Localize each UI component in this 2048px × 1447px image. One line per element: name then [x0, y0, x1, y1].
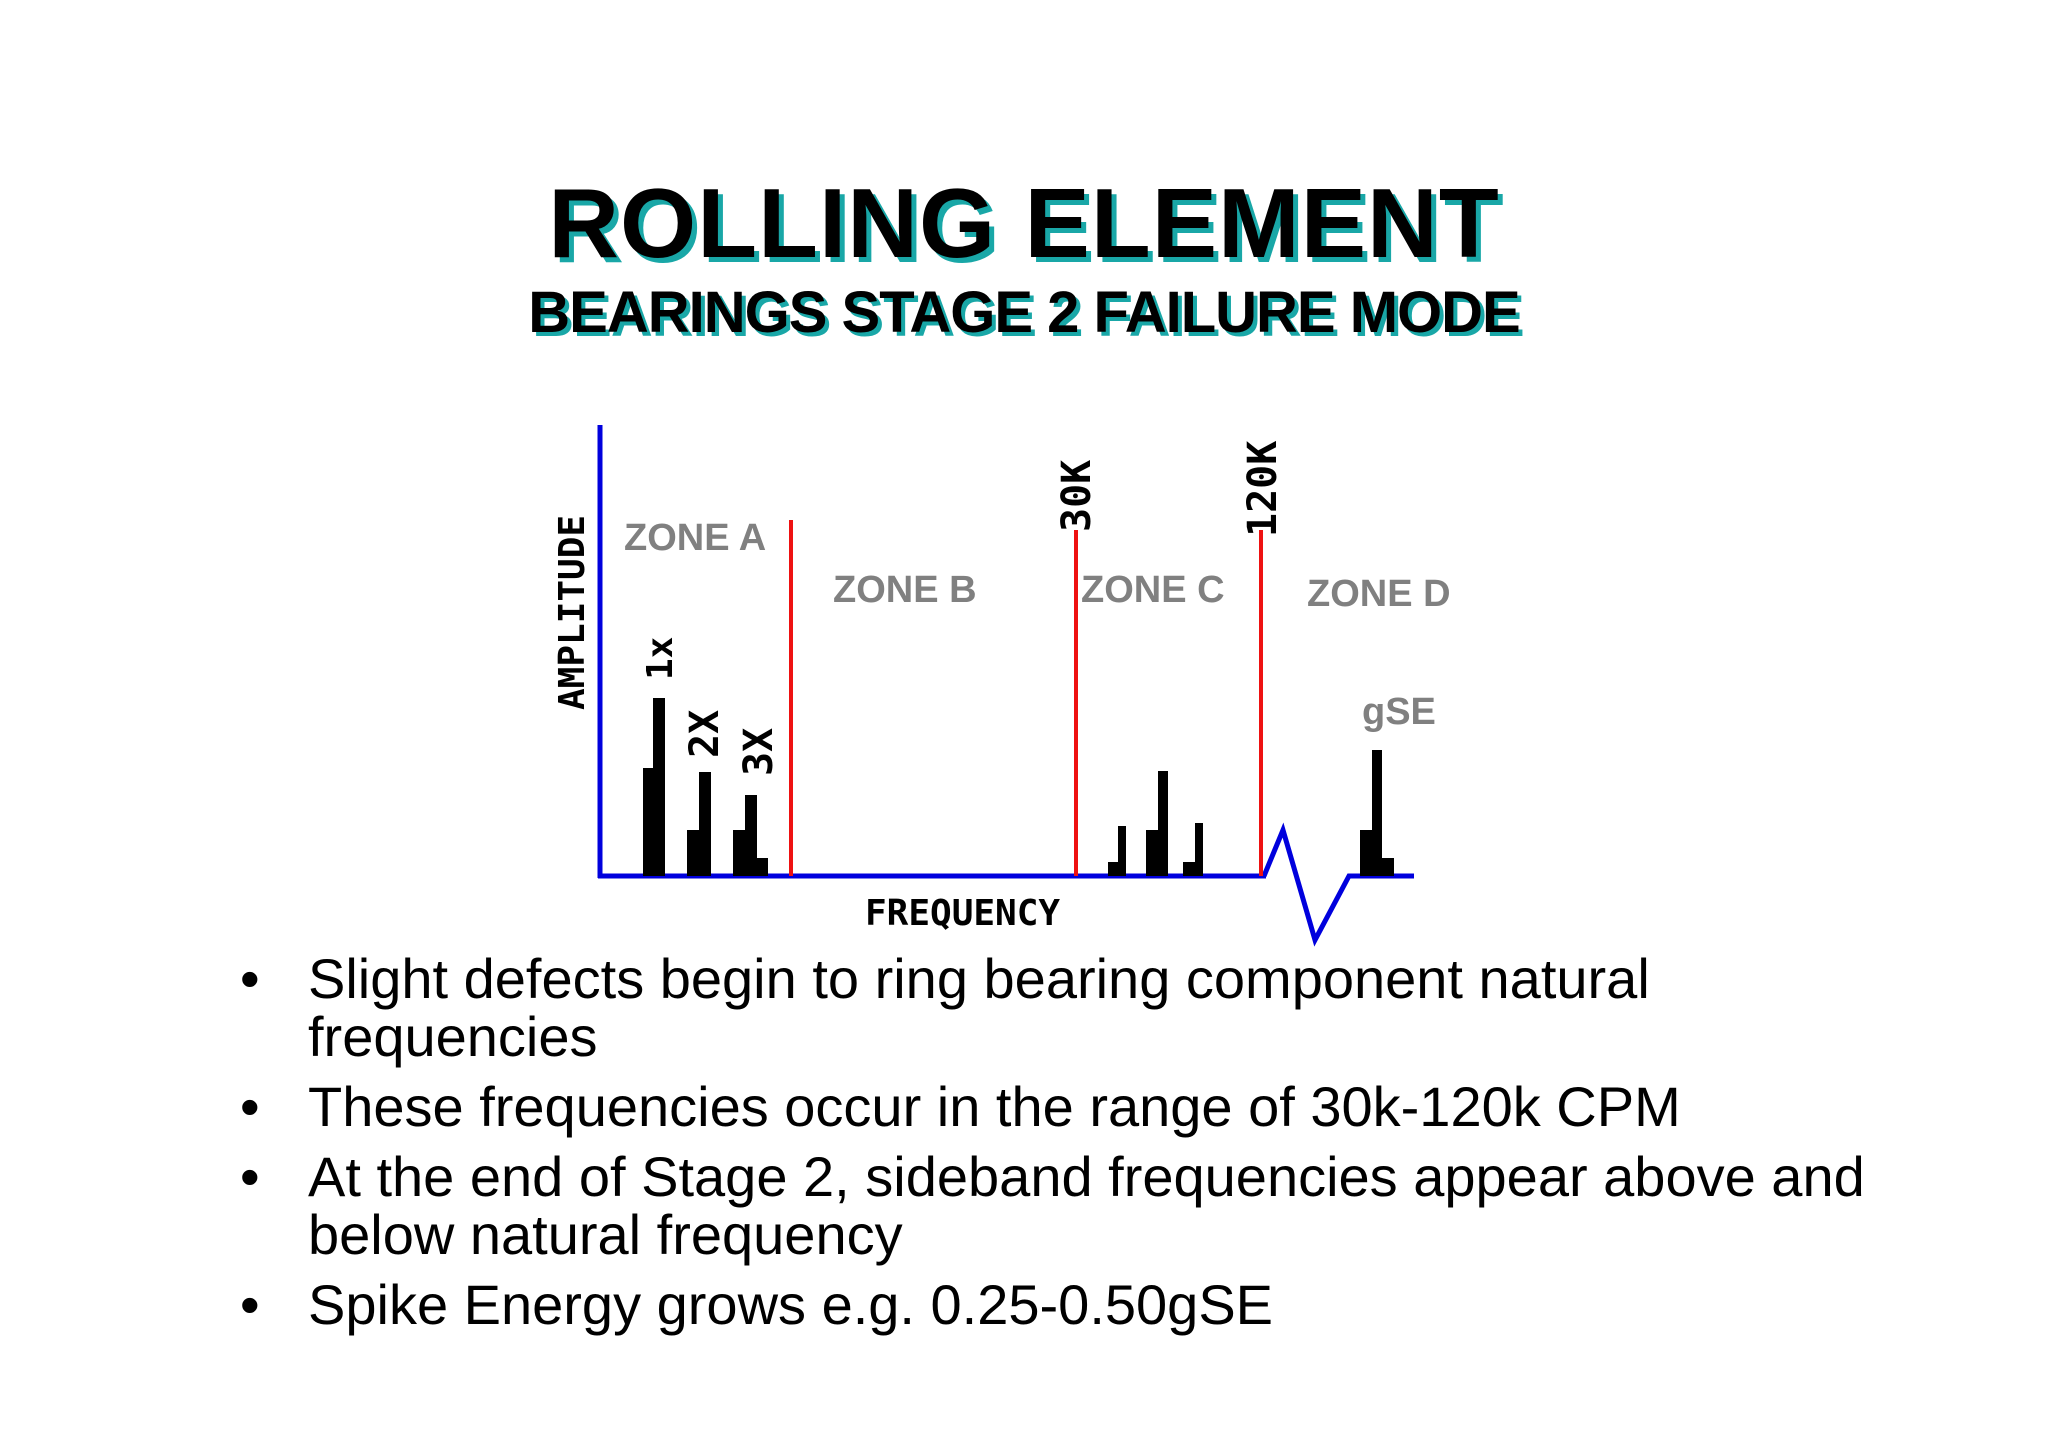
label-3x: 3X	[736, 728, 782, 776]
bullet-text: Slight defects begin to ring bearing com…	[308, 947, 1650, 1068]
gse-peak-side	[1382, 858, 1394, 876]
label-120k: 120K	[1240, 441, 1286, 537]
zone-c-label: ZONE C	[1081, 569, 1225, 611]
zone-c-peak	[1158, 771, 1168, 876]
zone-c-peak	[1146, 830, 1158, 876]
slide-subtitle: BEARINGS STAGE 2 FAILURE MODE	[528, 280, 1520, 345]
zone-c-peak	[1183, 862, 1195, 876]
zone-c-peak	[1108, 862, 1118, 876]
bullet-glyph: •	[240, 947, 260, 1010]
label-1x: 1x	[640, 637, 681, 680]
bullet-list: • Slight defects begin to ring bearing co…	[240, 950, 1940, 1346]
bullet-glyph: •	[240, 1145, 260, 1208]
peak-3x	[745, 795, 757, 876]
bullet-item: • Slight defects begin to ring bearing co…	[240, 950, 1940, 1066]
bullet-text: At the end of Stage 2, sideband frequenc…	[308, 1145, 1865, 1266]
harmonic-peaks	[643, 698, 768, 876]
label-30k: 30K	[1054, 460, 1100, 532]
bullet-text: These frequencies occur in the range of …	[308, 1075, 1681, 1138]
zone-c-peaks	[1108, 771, 1203, 876]
zone-a-label: ZONE A	[624, 517, 766, 559]
zone-b-label: ZONE B	[833, 569, 977, 611]
bullet-glyph: •	[240, 1273, 260, 1336]
bullet-text: Spike Energy grows e.g. 0.25-0.50gSE	[308, 1273, 1274, 1336]
bullet-item: • These frequencies occur in the range of…	[240, 1078, 1940, 1136]
peak-1x	[653, 698, 665, 876]
gse-peak-base	[1360, 830, 1372, 876]
axis-break	[1261, 822, 1414, 947]
slide-title: ROLLING ELEMENT	[548, 168, 1500, 278]
y-axis-label: AMPLITUDE	[552, 515, 593, 710]
peak-2x-base	[687, 830, 699, 876]
zone-c-peak	[1118, 826, 1126, 876]
peak-3x-side	[757, 858, 768, 876]
label-2x: 2X	[682, 710, 728, 758]
bullet-item: • At the end of Stage 2, sideband frequen…	[240, 1148, 1940, 1264]
zone-d-peaks	[1360, 750, 1394, 876]
gse-peak	[1372, 750, 1382, 876]
x-axis-label: FREQUENCY	[865, 893, 1060, 934]
zone-c-peak	[1195, 823, 1203, 876]
bullet-item: • Spike Energy grows e.g. 0.25-0.50gSE	[240, 1276, 1940, 1334]
peak-1x-base	[643, 768, 653, 876]
peak-2x	[699, 772, 711, 876]
bullet-glyph: •	[240, 1075, 260, 1138]
gse-label: gSE	[1362, 691, 1436, 733]
zone-d-label: ZONE D	[1307, 573, 1451, 615]
peak-3x-base	[733, 830, 745, 876]
